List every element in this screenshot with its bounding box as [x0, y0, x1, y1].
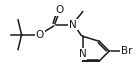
Text: O: O [35, 30, 44, 40]
Text: N: N [79, 49, 87, 59]
Text: Br: Br [121, 46, 132, 56]
Text: N: N [69, 20, 77, 30]
Text: O: O [55, 5, 63, 15]
